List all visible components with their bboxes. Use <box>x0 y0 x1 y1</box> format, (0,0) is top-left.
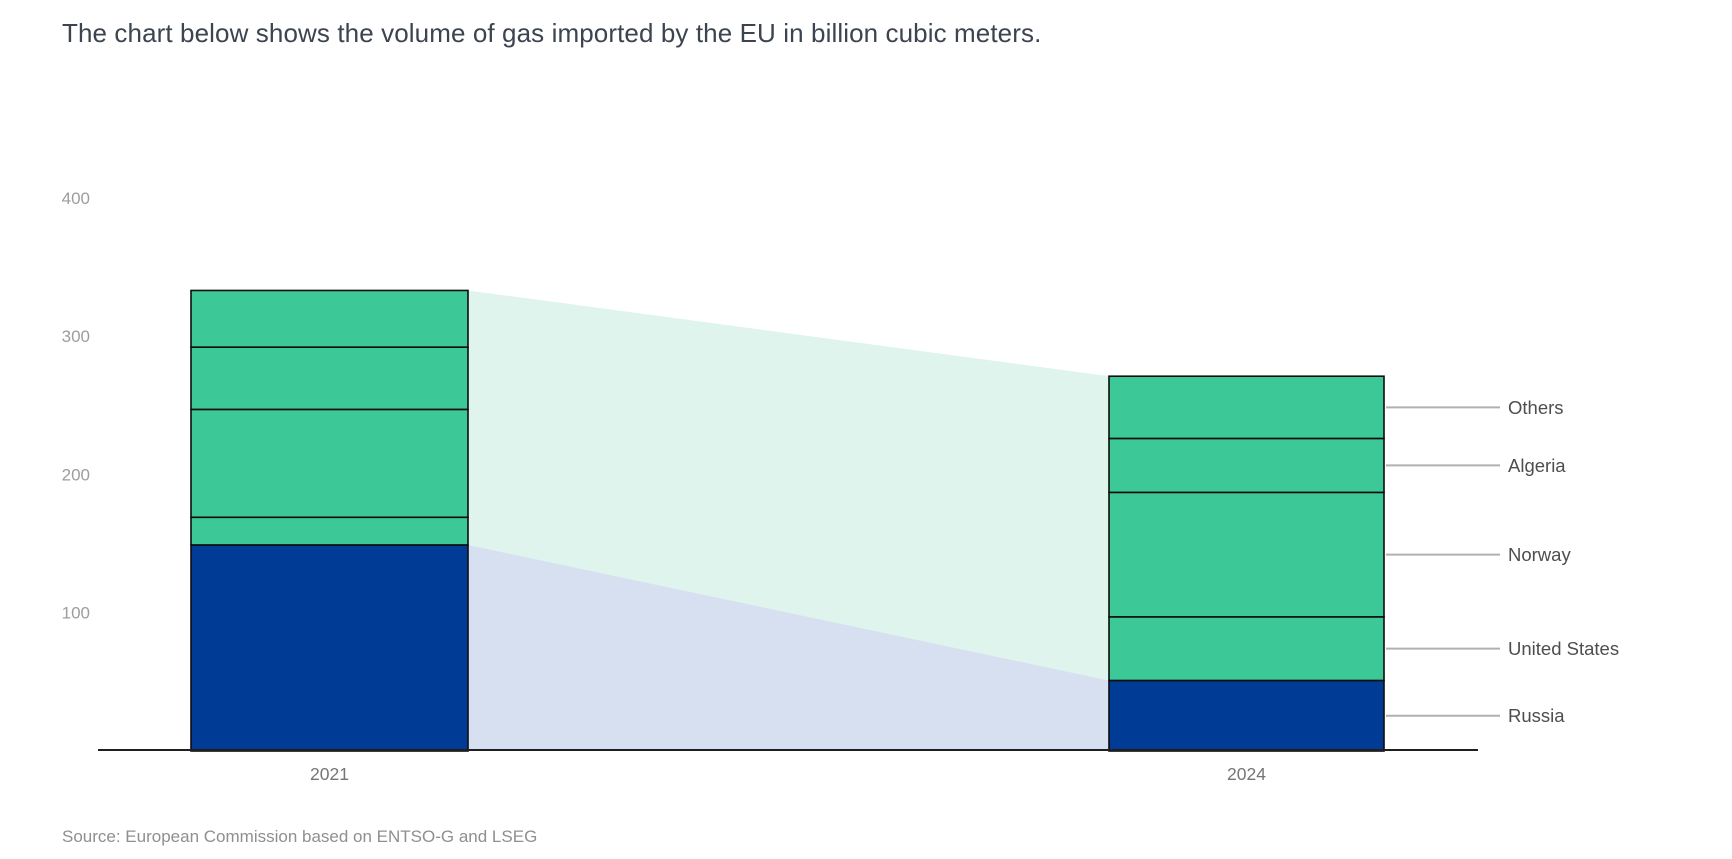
segment-2021-russia <box>190 544 469 752</box>
x-tick-label-2021: 2021 <box>310 764 349 784</box>
segment-2024-russia <box>1108 679 1385 752</box>
y-tick-label-300: 300 <box>62 327 90 346</box>
series-label-algeria: Algeria <box>1508 455 1566 476</box>
y-tick-label-100: 100 <box>62 604 90 623</box>
segment-2024-united-states <box>1108 616 1385 682</box>
series-label-norway: Norway <box>1508 544 1571 565</box>
source-note: Source: European Commission based on ENT… <box>62 827 538 846</box>
segment-2024-others <box>1108 375 1385 440</box>
non-russia-flow-band <box>468 290 1109 681</box>
y-tick-label-400: 400 <box>62 189 90 208</box>
series-label-russia: Russia <box>1508 705 1565 726</box>
russia-flow-band <box>468 544 1109 751</box>
segment-2021-others <box>190 289 469 348</box>
chart-title: The chart below shows the volume of gas … <box>62 18 1042 48</box>
segment-2021-united-states <box>190 516 469 546</box>
segment-2024-norway <box>1108 491 1385 618</box>
y-tick-label-200: 200 <box>62 465 90 484</box>
series-label-others: Others <box>1508 397 1564 418</box>
series-label-united-states: United States <box>1508 638 1619 659</box>
segment-2021-norway <box>190 408 469 519</box>
segment-2024-algeria <box>1108 437 1385 494</box>
segment-2021-algeria <box>190 346 469 411</box>
x-tick-label-2024: 2024 <box>1227 764 1266 784</box>
